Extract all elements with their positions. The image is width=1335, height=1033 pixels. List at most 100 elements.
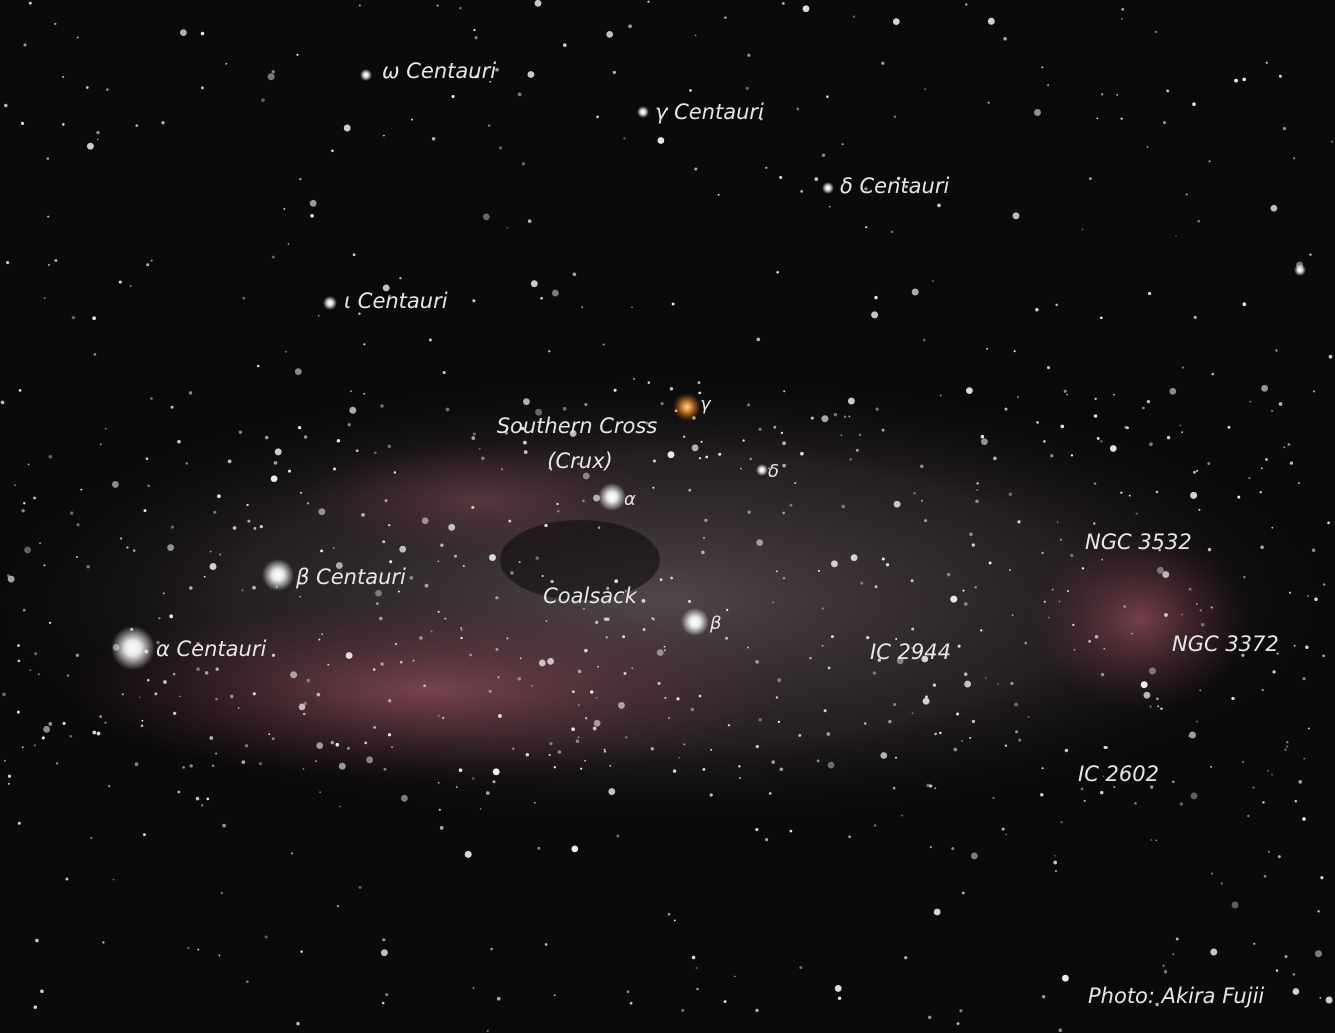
star [34, 652, 37, 655]
star [604, 749, 606, 751]
star [1048, 617, 1050, 619]
star-photo: ω Centauri γ Centauri δ Centauri ι Centa… [0, 0, 1335, 1033]
star [119, 281, 122, 284]
star [1110, 445, 1117, 452]
star [518, 677, 522, 681]
star [627, 990, 630, 993]
star [425, 584, 429, 588]
star [780, 767, 784, 771]
star [105, 428, 107, 430]
star [739, 777, 741, 779]
star [1286, 741, 1288, 743]
star [242, 297, 245, 300]
star [875, 408, 878, 411]
star [42, 736, 45, 739]
star [1294, 264, 1306, 276]
star [964, 602, 968, 606]
star [19, 389, 22, 392]
star [1095, 635, 1099, 639]
star [776, 571, 778, 573]
star [1065, 749, 1068, 752]
star [215, 698, 218, 701]
star [1211, 373, 1214, 376]
star [359, 4, 361, 6]
star [981, 435, 985, 439]
star [613, 71, 616, 74]
star [1089, 177, 1092, 180]
star [205, 671, 209, 675]
star [1271, 774, 1273, 776]
star [1265, 458, 1268, 461]
star [765, 167, 767, 169]
star [1070, 554, 1073, 557]
star [143, 833, 146, 836]
star [70, 511, 73, 514]
star [673, 769, 676, 772]
star [1261, 385, 1268, 392]
star [92, 316, 96, 320]
star [1237, 496, 1240, 499]
star [842, 143, 844, 145]
star [319, 791, 321, 793]
star [8, 775, 11, 778]
star [306, 679, 310, 683]
star [374, 452, 377, 455]
star [1329, 355, 1333, 359]
star [268, 73, 275, 80]
star [498, 714, 502, 718]
star [38, 673, 40, 675]
star [283, 208, 285, 210]
star [363, 393, 365, 395]
star [558, 750, 562, 754]
star [554, 766, 556, 768]
star [512, 748, 514, 750]
star [1010, 682, 1013, 685]
star [873, 671, 876, 674]
star [912, 712, 914, 714]
star [219, 554, 221, 556]
label: β Centauri [295, 565, 406, 589]
star [1121, 8, 1124, 11]
star [1208, 548, 1211, 551]
star [657, 649, 664, 656]
star [528, 219, 532, 223]
star [333, 468, 336, 471]
star [1289, 592, 1291, 594]
star [391, 746, 393, 748]
star [167, 544, 174, 551]
star [1034, 109, 1041, 116]
star [488, 124, 491, 127]
star [520, 657, 522, 659]
star [1, 401, 5, 405]
star [548, 350, 550, 352]
star [1094, 482, 1097, 485]
star [2, 692, 6, 696]
star [139, 696, 141, 698]
star [508, 520, 511, 523]
star [1243, 302, 1247, 306]
star [1005, 745, 1007, 747]
star [126, 546, 128, 548]
star [987, 102, 989, 104]
star [911, 579, 914, 582]
star [394, 471, 396, 473]
star [1221, 882, 1223, 884]
star [1207, 462, 1210, 465]
orange-star [673, 393, 701, 421]
star [699, 457, 701, 459]
label: δ Centauri [840, 174, 949, 198]
star [1210, 766, 1212, 768]
star [701, 441, 703, 443]
star [1242, 78, 1246, 82]
star [1322, 654, 1325, 657]
star [658, 682, 661, 685]
star [522, 162, 525, 165]
star [993, 797, 995, 799]
star [554, 994, 556, 996]
star [363, 343, 365, 345]
star [1157, 705, 1159, 707]
star [54, 23, 56, 25]
star [1100, 791, 1104, 795]
star [642, 599, 646, 603]
star [782, 2, 785, 5]
